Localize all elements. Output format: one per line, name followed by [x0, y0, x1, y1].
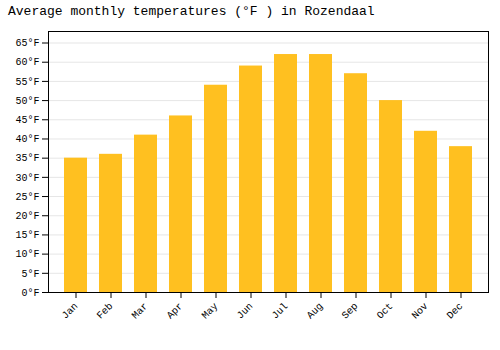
- svg-text:Nov: Nov: [410, 301, 431, 322]
- svg-text:Feb: Feb: [95, 301, 116, 322]
- svg-text:5°F: 5°F: [21, 269, 39, 280]
- svg-text:Mar: Mar: [130, 301, 151, 322]
- svg-text:Jul: Jul: [270, 301, 291, 322]
- svg-text:25°F: 25°F: [15, 192, 39, 203]
- svg-text:Sep: Sep: [340, 301, 361, 322]
- svg-text:Dec: Dec: [445, 301, 466, 322]
- svg-text:45°F: 45°F: [15, 115, 39, 126]
- svg-text:Apr: Apr: [165, 301, 186, 322]
- svg-text:55°F: 55°F: [15, 77, 39, 88]
- svg-text:20°F: 20°F: [15, 211, 39, 222]
- svg-text:30°F: 30°F: [15, 173, 39, 184]
- svg-text:50°F: 50°F: [15, 96, 39, 107]
- svg-text:35°F: 35°F: [15, 153, 39, 164]
- svg-text:Aug: Aug: [305, 301, 326, 322]
- svg-text:0°F: 0°F: [21, 288, 39, 299]
- svg-text:Jun: Jun: [235, 301, 256, 322]
- svg-text:May: May: [200, 301, 221, 322]
- html-text:Average monthly temperatures (: Average monthly temperatures (°F ) in Ro…: [8, 4, 375, 19]
- svg-text:10°F: 10°F: [15, 249, 39, 260]
- svg-text:Oct: Oct: [375, 301, 396, 322]
- svg-text:65°F: 65°F: [15, 38, 39, 49]
- svg-text:40°F: 40°F: [15, 134, 39, 145]
- svg-text:Jan: Jan: [60, 301, 81, 322]
- svg-text:15°F: 15°F: [15, 230, 39, 241]
- svg-text:60°F: 60°F: [15, 57, 39, 68]
